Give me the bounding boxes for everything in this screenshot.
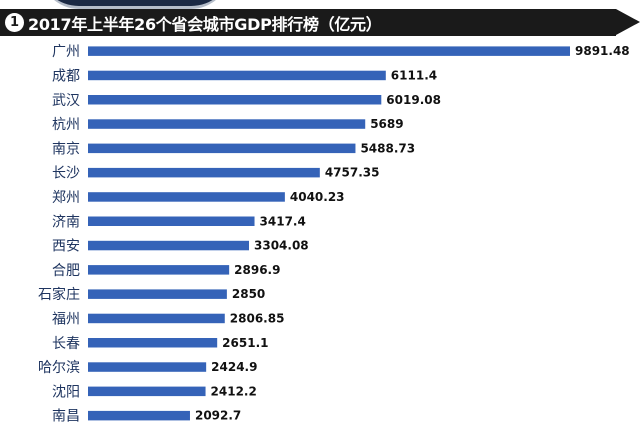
value-label: 6019.08 bbox=[386, 93, 441, 107]
category-label: 西安 bbox=[52, 239, 80, 255]
bar bbox=[88, 338, 218, 348]
value-label: 5689 bbox=[370, 117, 403, 131]
bar bbox=[88, 192, 285, 202]
chart-title: 2017年上半年26个省会城市GDP排行榜（亿元） bbox=[28, 14, 382, 34]
category-label: 沈阳 bbox=[52, 384, 80, 400]
value-label: 2850 bbox=[232, 287, 265, 301]
bar bbox=[88, 362, 207, 372]
category-label: 广州 bbox=[52, 44, 80, 60]
bar bbox=[88, 410, 190, 421]
value-label: 3304.08 bbox=[254, 239, 309, 253]
category-label: 武汉 bbox=[52, 93, 80, 109]
bar bbox=[88, 313, 225, 324]
bar bbox=[88, 289, 227, 299]
category-label: 合肥 bbox=[52, 263, 80, 279]
bar bbox=[88, 216, 255, 226]
category-label: 南京 bbox=[52, 141, 80, 157]
value-label: 2412.2 bbox=[211, 384, 257, 398]
value-label: 2651.1 bbox=[222, 336, 268, 350]
bar bbox=[88, 265, 230, 275]
bar bbox=[88, 143, 356, 154]
category-label: 成都 bbox=[52, 68, 80, 84]
bar bbox=[88, 46, 570, 56]
value-label: 2896.9 bbox=[234, 263, 280, 277]
number-badge: 1 bbox=[5, 13, 24, 32]
value-label: 2424.9 bbox=[211, 360, 257, 374]
chart-title-bar: 1 2017年上半年26个省会城市GDP排行榜（亿元） bbox=[0, 9, 640, 36]
value-label: 2092.7 bbox=[195, 409, 241, 423]
decorative-arc bbox=[40, 0, 230, 9]
category-label: 石家庄 bbox=[38, 286, 80, 303]
category-label: 杭州 bbox=[52, 117, 80, 133]
value-label: 4757.35 bbox=[325, 166, 380, 180]
value-label: 2806.85 bbox=[230, 311, 285, 325]
value-label: 3417.4 bbox=[260, 214, 306, 228]
value-label: 9891.48 bbox=[575, 44, 630, 58]
category-label: 郑州 bbox=[52, 190, 80, 206]
category-label: 南昌 bbox=[52, 409, 80, 425]
value-label: 4040.23 bbox=[290, 190, 345, 204]
bar bbox=[88, 386, 206, 397]
bar bbox=[88, 167, 320, 178]
category-label: 济南 bbox=[52, 214, 80, 230]
value-label: 5488.73 bbox=[360, 141, 415, 155]
category-label: 福州 bbox=[52, 311, 80, 327]
category-label: 长沙 bbox=[52, 166, 80, 182]
bar bbox=[88, 95, 382, 105]
category-label: 哈尔滨 bbox=[38, 360, 80, 376]
bar bbox=[88, 119, 366, 129]
bar bbox=[88, 240, 250, 251]
category-label: 长春 bbox=[52, 336, 80, 352]
value-label: 6111.4 bbox=[391, 68, 437, 82]
bar bbox=[88, 70, 386, 81]
